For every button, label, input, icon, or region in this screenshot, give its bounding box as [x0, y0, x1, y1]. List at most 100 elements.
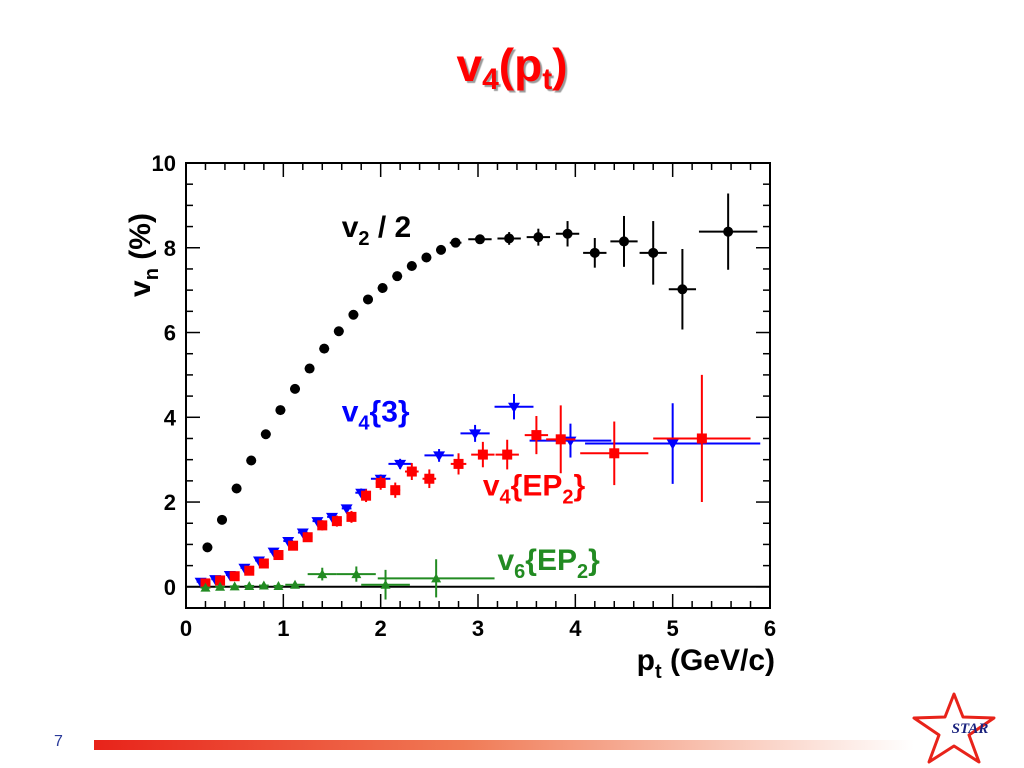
- point-marker: [258, 558, 269, 569]
- data-point: [304, 363, 315, 374]
- star-logo-text: STAR: [952, 721, 989, 737]
- point-marker: [469, 429, 482, 440]
- series-label-sub: 2: [358, 228, 369, 250]
- data-point: [390, 482, 401, 498]
- point-marker: [273, 580, 284, 590]
- data-point: [336, 566, 376, 582]
- point-marker: [244, 580, 255, 590]
- data-point: [363, 294, 374, 305]
- data-point: [555, 221, 580, 247]
- data-point: [698, 193, 758, 270]
- point-marker: [229, 581, 240, 591]
- point-marker: [351, 569, 362, 579]
- data-point: [497, 232, 521, 245]
- point-marker: [406, 260, 417, 271]
- point-marker: [392, 271, 403, 282]
- point-marker: [217, 514, 228, 525]
- data-point: [244, 565, 255, 576]
- series-label-rest: {EP: [525, 544, 577, 577]
- data-point: [449, 237, 462, 248]
- data-point: [494, 393, 534, 420]
- data-point: [275, 405, 286, 416]
- point-marker: [302, 532, 313, 543]
- plot-frame: [185, 162, 771, 609]
- data-point: [290, 383, 301, 394]
- data-point: [377, 559, 495, 598]
- data-point: [273, 550, 284, 561]
- data-point: [610, 215, 638, 267]
- point-marker: [508, 402, 521, 413]
- point-marker: [380, 579, 391, 589]
- footer-bar: [94, 740, 914, 750]
- series-label-3: v6{EP2}: [497, 544, 600, 583]
- y-tick-label: 4: [164, 405, 177, 430]
- data-point: [273, 580, 284, 590]
- data-point: [317, 520, 328, 531]
- point-marker: [474, 234, 485, 245]
- series-label-main: v: [342, 211, 359, 244]
- point-marker: [375, 477, 386, 488]
- x-axis-label-rest: (GeV/c): [662, 644, 775, 677]
- series-label-sub: 4: [500, 487, 512, 509]
- x-tick-label: 5: [667, 616, 679, 641]
- title-main: v: [456, 39, 483, 91]
- point-marker: [229, 571, 240, 582]
- y-tick-label: 6: [164, 321, 176, 346]
- data-point: [244, 580, 255, 590]
- data-point: [246, 455, 257, 466]
- point-marker: [290, 383, 301, 394]
- point-marker: [304, 363, 315, 374]
- point-marker: [562, 228, 573, 239]
- series-label-sub2: 2: [577, 561, 588, 583]
- title-subscript-4: 4: [482, 63, 499, 96]
- series-label-0: v2 / 2: [342, 211, 412, 250]
- point-marker: [502, 449, 513, 460]
- y-tick-label: 10: [152, 151, 176, 176]
- series-label-rest2: }: [588, 544, 600, 577]
- series-label-rest: / 2: [370, 211, 412, 244]
- data-point: [392, 271, 403, 282]
- point-marker: [377, 283, 388, 294]
- point-marker: [555, 434, 566, 445]
- series-3: [200, 559, 495, 600]
- data-point: [258, 580, 269, 590]
- y-tick-label: 8: [164, 236, 176, 261]
- data-point: [215, 581, 226, 591]
- point-marker: [533, 232, 544, 243]
- data-point: [375, 476, 386, 490]
- data-point: [436, 244, 447, 255]
- data-point: [340, 504, 353, 515]
- title-paren-open: (p: [498, 39, 543, 91]
- data-point: [229, 571, 240, 582]
- x-tick-label: 3: [472, 616, 484, 641]
- point-marker: [348, 309, 359, 320]
- data-point: [217, 514, 228, 525]
- x-tick-label: 4: [569, 616, 582, 641]
- point-marker: [260, 429, 271, 440]
- point-marker: [363, 294, 374, 305]
- data-point: [231, 483, 242, 494]
- point-marker: [723, 226, 734, 237]
- data-point: [258, 558, 269, 569]
- data-point: [546, 405, 576, 474]
- data-point: [424, 449, 454, 462]
- series-0: [202, 193, 758, 553]
- data-point: [361, 489, 372, 503]
- point-marker: [619, 236, 629, 247]
- series-label-main: v: [497, 544, 514, 577]
- star-outline: [912, 692, 996, 764]
- data-point: [388, 458, 412, 470]
- x-axis-label-main: p: [637, 644, 655, 677]
- point-marker: [331, 516, 342, 527]
- x-tick-label: 0: [180, 616, 192, 641]
- data-point: [285, 579, 305, 589]
- point-marker: [231, 483, 242, 494]
- title-paren-close: ): [552, 39, 568, 91]
- point-marker: [424, 473, 435, 484]
- data-point: [260, 429, 271, 440]
- point-marker: [433, 451, 446, 462]
- data-point: [583, 238, 607, 268]
- data-point: [653, 374, 751, 503]
- data-point: [406, 260, 417, 271]
